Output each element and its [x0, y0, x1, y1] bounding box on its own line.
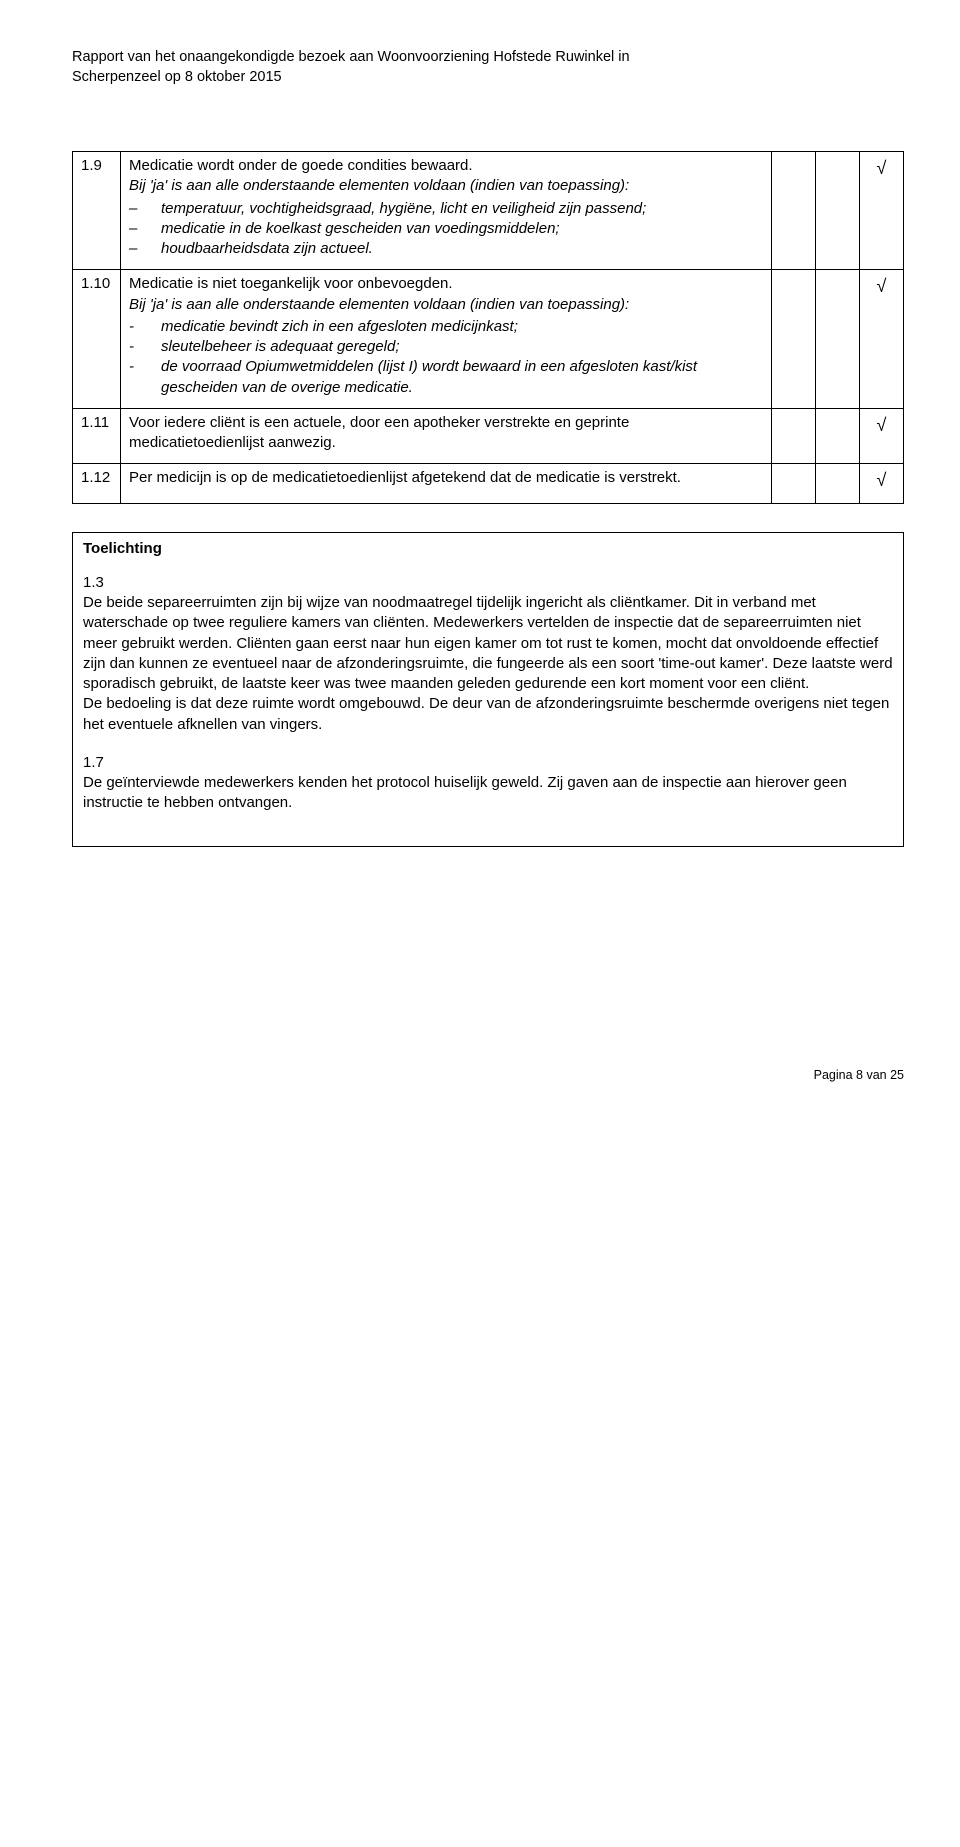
page-footer: Pagina 8 van 25 — [72, 1067, 904, 1084]
toelichting-table: Toelichting 1.3De beide separeerruimten z… — [72, 532, 904, 847]
row-title: Per medicijn is op de medicatietoedienli… — [129, 469, 681, 486]
row-body: Voor iedere cliënt is een actuele, door … — [121, 408, 772, 464]
check-cell — [816, 270, 860, 409]
check-cell — [772, 408, 816, 464]
bullet-item: medicatie in de koelkast gescheiden van … — [161, 219, 763, 239]
check-cell — [772, 152, 816, 270]
bullet-item: de voorraad Opiumwetmiddelen (lijst I) w… — [161, 357, 763, 398]
row-bullets: temperatuur, vochtigheidsgraad, hygiëne,… — [129, 199, 763, 260]
check-cell: √ — [860, 464, 904, 503]
row-body: Per medicijn is op de medicatietoedienli… — [121, 464, 772, 503]
check-cell: √ — [860, 152, 904, 270]
row-body: Medicatie wordt onder de goede condities… — [121, 152, 772, 270]
row-subintro: Bij 'ja' is aan alle onderstaande elemen… — [129, 296, 629, 313]
row-title: Medicatie is niet toegankelijk voor onbe… — [129, 275, 453, 292]
row-number: 1.11 — [73, 408, 121, 464]
bullet-item: medicatie bevindt zich in een afgesloten… — [161, 317, 763, 337]
toelichting-text: De geïnterviewde medewerkers kenden het … — [83, 773, 893, 814]
row-number: 1.10 — [73, 270, 121, 409]
table-row: 1.12 Per medicijn is op de medicatietoedi… — [73, 464, 904, 503]
bullet-item: houdbaarheidsdata zijn actueel. — [161, 239, 763, 259]
table-row: 1.11Voor iedere cliënt is een actuele, d… — [73, 408, 904, 464]
check-cell — [816, 464, 860, 503]
check-cell: √ — [860, 408, 904, 464]
row-number: 1.12 — [73, 464, 121, 503]
toelichting-num: 1.7 — [83, 753, 893, 773]
toelichting-text2: De bedoeling is dat deze ruimte wordt om… — [83, 694, 893, 735]
row-title: Voor iedere cliënt is een actuele, door … — [129, 414, 629, 451]
row-body: Medicatie is niet toegankelijk voor onbe… — [121, 270, 772, 409]
row-title: Medicatie wordt onder de goede condities… — [129, 157, 473, 174]
toelichting-num: 1.3 — [83, 573, 893, 593]
check-cell: √ — [860, 270, 904, 409]
toelichting-block: 1.7De geïnterviewde medewerkers kenden h… — [83, 753, 893, 814]
header-line1: Rapport van het onaangekondigde bezoek a… — [72, 49, 630, 65]
document-header: Rapport van het onaangekondigde bezoek a… — [72, 48, 904, 87]
table-row: 1.10 Medicatie is niet toegankelijk voor … — [73, 270, 904, 409]
toelichting-block: 1.3De beide separeerruimten zijn bij wij… — [83, 573, 893, 735]
table-row: 1.9 Medicatie wordt onder de goede condit… — [73, 152, 904, 270]
row-bullets: medicatie bevindt zich in een afgesloten… — [129, 317, 763, 398]
check-cell — [816, 152, 860, 270]
row-subintro: Bij 'ja' is aan alle onderstaande elemen… — [129, 177, 629, 194]
row-number: 1.9 — [73, 152, 121, 270]
toelichting-heading: Toelichting — [83, 539, 893, 559]
norms-table: 1.9 Medicatie wordt onder de goede condit… — [72, 151, 904, 504]
check-cell — [772, 270, 816, 409]
bullet-item: temperatuur, vochtigheidsgraad, hygiëne,… — [161, 199, 763, 219]
header-line2: Scherpenzeel op 8 oktober 2015 — [72, 69, 282, 85]
check-cell — [772, 464, 816, 503]
check-cell — [816, 408, 860, 464]
bullet-item: sleutelbeheer is adequaat geregeld; — [161, 337, 763, 357]
toelichting-text: De beide separeerruimten zijn bij wijze … — [83, 593, 893, 694]
